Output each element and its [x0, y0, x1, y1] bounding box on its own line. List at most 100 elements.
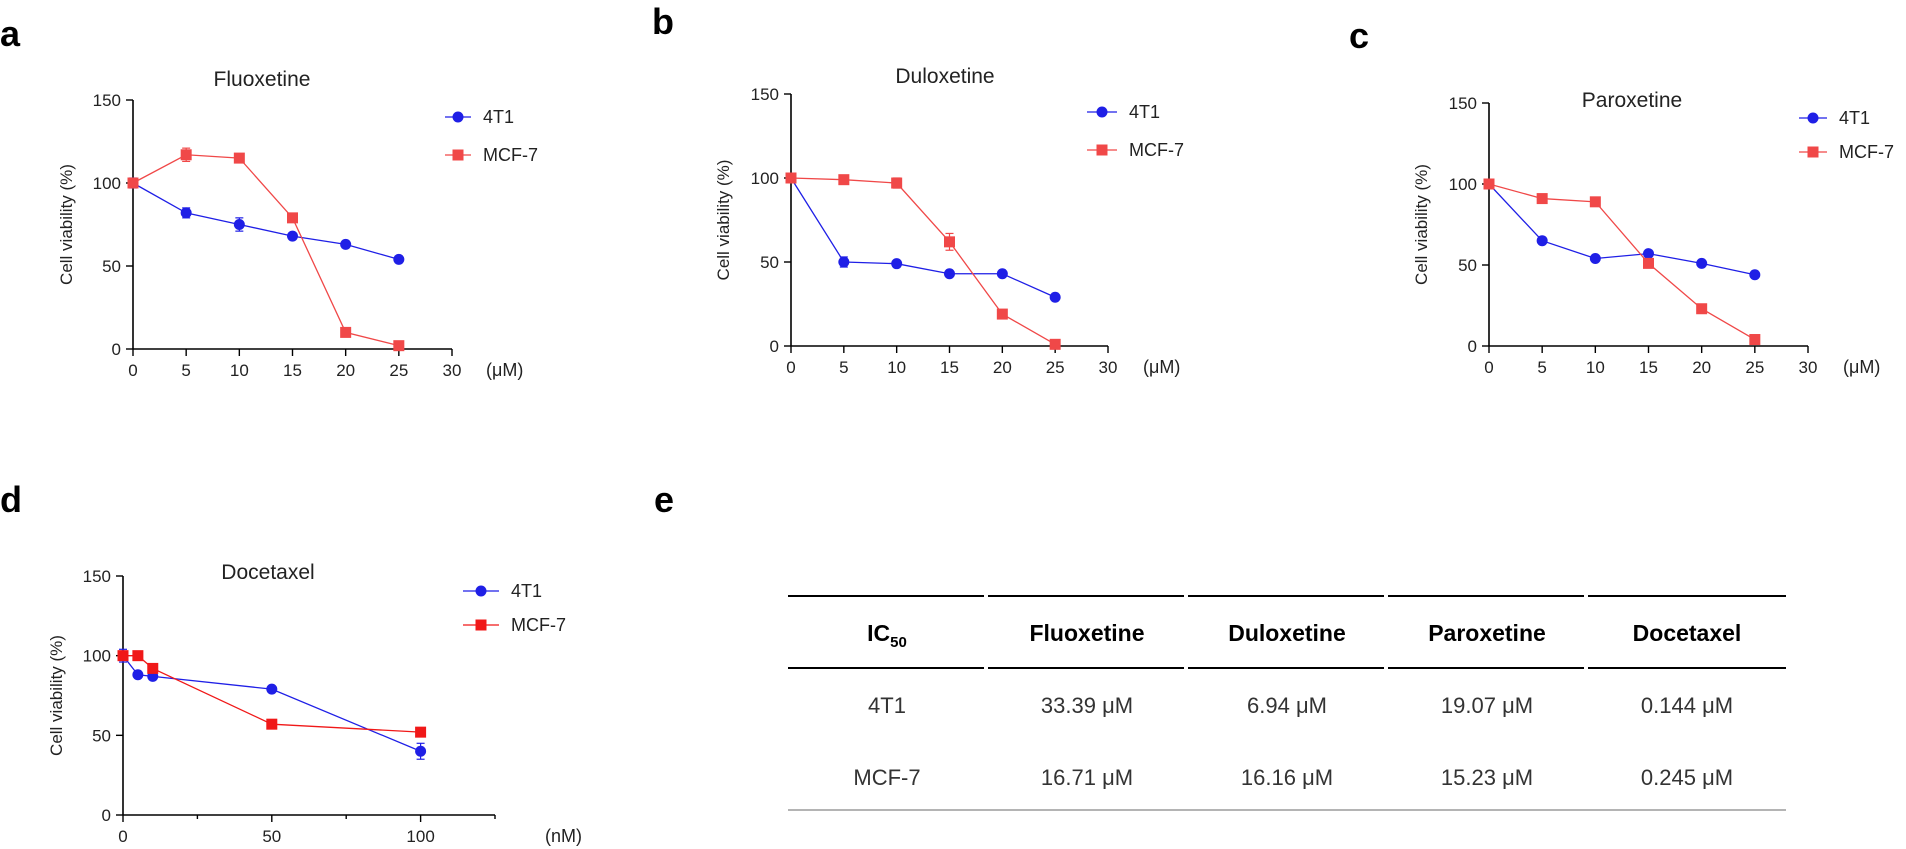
x-tick-label: 0: [128, 361, 137, 380]
data-point-4T1: [180, 207, 192, 219]
y-tick-label: 150: [83, 567, 111, 586]
data-point-MCF-7: [393, 340, 405, 352]
y-tick-label: 100: [93, 174, 121, 193]
legend-marker: [452, 111, 464, 123]
data-point-MCF-7: [1696, 303, 1708, 315]
table-header-paroxetine: Paroxetine: [1428, 620, 1546, 646]
x-tick-label: 25: [1046, 358, 1065, 377]
data-point-MCF-7: [1749, 334, 1761, 346]
legend-marker: [1807, 112, 1819, 124]
chart-docetaxel: 0 50 100 0 50 100 150 Docetaxel (nM) Cell viabili…: [47, 561, 582, 846]
x-unit-label: (μM): [1143, 357, 1180, 377]
x-unit-label: (μM): [1843, 357, 1880, 377]
data-point-MCF-7: [287, 212, 298, 224]
panel-letter-c: c: [1349, 15, 1369, 56]
x-tick-label: 20: [993, 358, 1012, 377]
y-tick-label: 0: [112, 340, 121, 359]
legend-label: MCF-7: [511, 615, 566, 635]
data-point-4T1: [1696, 257, 1708, 269]
legend-marker: [475, 585, 487, 597]
chart-title: Paroxetine: [1582, 89, 1682, 112]
x-tick-label: 10: [887, 358, 906, 377]
x-unit-label: (μM): [486, 360, 523, 380]
series-line-4T1: [132, 182, 400, 260]
data-point-MCF-7: [838, 174, 850, 186]
data-point-4T1: [996, 268, 1008, 280]
legend-label: MCF-7: [1129, 140, 1184, 160]
y-tick-label: 100: [83, 647, 111, 666]
series-line-MCF-7: [1488, 183, 1756, 341]
x-tick-label: 50: [262, 827, 281, 846]
table-cell: 16.16 μM: [1241, 765, 1333, 790]
series-line-MCF-7: [132, 154, 399, 347]
y-axis-label: Cell viability (%): [714, 160, 733, 281]
table-cell: 19.07 μM: [1441, 693, 1533, 718]
legend-marker: [1096, 106, 1108, 118]
series-line-4T1: [122, 655, 421, 752]
data-point-MCF-7: [891, 177, 903, 189]
data-point-4T1: [340, 238, 352, 250]
x-tick-label: 5: [839, 358, 848, 377]
y-axis-label: Cell viability (%): [47, 635, 66, 756]
y-axis-label: Cell viability (%): [1412, 164, 1431, 285]
y-tick-label: 50: [1458, 256, 1477, 275]
table-header-duloxetine: Duloxetine: [1228, 620, 1346, 646]
y-tick-label: 100: [1449, 175, 1477, 194]
x-tick-label: 15: [283, 361, 302, 380]
data-point-4T1: [132, 669, 144, 681]
data-point-MCF-7: [785, 172, 797, 184]
data-point-4T1: [1049, 291, 1061, 303]
legend-marker: [475, 619, 487, 631]
table-header-ic50: IC50: [867, 620, 907, 651]
chart-duloxetine: 0 5 10 15 20 25 30 0 50 100 150 Duloxetine (μM) Cell …: [714, 65, 1184, 377]
panel-letter-e: e: [654, 479, 674, 520]
x-tick-label: 30: [1099, 358, 1118, 377]
series-line-4T1: [790, 177, 1056, 298]
data-point-MCF-7: [117, 650, 129, 662]
x-tick-label: 25: [389, 361, 408, 380]
data-point-MCF-7: [233, 152, 245, 164]
table-row-label-mcf7: MCF-7: [853, 765, 920, 790]
x-tick-label: 25: [1745, 358, 1764, 377]
data-point-4T1: [891, 258, 903, 270]
x-tick-label: 0: [118, 827, 127, 846]
data-point-MCF-7: [1536, 193, 1548, 205]
data-point-4T1: [944, 268, 955, 280]
panel-letter-b: b: [652, 1, 674, 42]
data-point-4T1: [233, 219, 245, 230]
x-tick-label: 15: [1639, 358, 1658, 377]
legend-label: 4T1: [483, 107, 514, 127]
data-point-MCF-7: [1643, 257, 1654, 269]
data-point-MCF-7: [1483, 178, 1495, 190]
data-point-MCF-7: [147, 662, 159, 674]
data-point-MCF-7: [415, 726, 427, 738]
x-tick-label: 15: [940, 358, 959, 377]
x-tick-label: 100: [406, 827, 434, 846]
y-tick-label: 0: [102, 806, 111, 825]
x-tick-label: 5: [1537, 358, 1546, 377]
y-tick-label: 150: [93, 91, 121, 110]
table-header-fluoxetine: Fluoxetine: [1029, 620, 1144, 646]
table-cell: 16.71 μM: [1041, 765, 1133, 790]
chart-title: Docetaxel: [221, 561, 314, 584]
y-tick-label: 150: [751, 85, 779, 104]
data-point-MCF-7: [1049, 338, 1061, 350]
y-tick-label: 50: [92, 726, 111, 745]
x-tick-label: 10: [230, 361, 249, 380]
data-point-4T1: [1536, 235, 1548, 247]
table-cell: 6.94 μM: [1247, 693, 1327, 718]
data-point-MCF-7: [1589, 196, 1601, 208]
x-tick-label: 5: [181, 361, 190, 380]
y-tick-label: 0: [1468, 337, 1477, 356]
y-tick-label: 100: [751, 169, 779, 188]
data-point-4T1: [1749, 269, 1761, 281]
data-point-MCF-7: [996, 308, 1008, 320]
legend-label: 4T1: [1129, 102, 1160, 122]
chart-paroxetine: 0 5 10 15 20 25 30 0 50 100 150 Paroxetine (μM) Cell …: [1412, 89, 1894, 377]
legend-label: 4T1: [1839, 108, 1870, 128]
table-column-gaps: [984, 592, 1588, 672]
data-point-4T1: [393, 253, 405, 265]
series-line-MCF-7: [790, 177, 1056, 345]
x-tick-label: 30: [1799, 358, 1818, 377]
